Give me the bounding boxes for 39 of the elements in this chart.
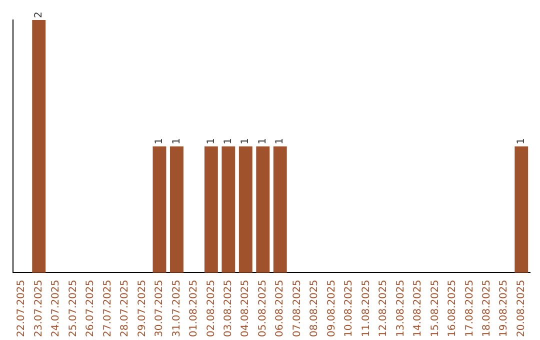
x-tick-label: 09.08.2025 xyxy=(326,280,338,338)
data-label: 1 xyxy=(240,138,252,144)
x-tick-label: 18.08.2025 xyxy=(482,280,493,338)
x-tick-label: 20.08.2025 xyxy=(516,280,527,338)
x-tick-label: 26.07.2025 xyxy=(85,280,96,338)
x-tick-label: 03.08.2025 xyxy=(223,280,234,338)
data-label: 1 xyxy=(257,138,268,144)
x-tick-label: 05.08.2025 xyxy=(257,280,268,338)
x-tick-label: 23.07.2025 xyxy=(33,280,44,338)
x-tick-label: 07.08.2025 xyxy=(292,280,303,338)
x-tick-label: 01.08.2025 xyxy=(188,280,200,338)
data-label: 1 xyxy=(171,138,182,144)
x-tick-label: 30.07.2025 xyxy=(154,280,166,338)
x-tick-label: 06.08.2025 xyxy=(274,280,286,338)
data-label: 1 xyxy=(154,138,166,144)
x-tick-label: 11.08.2025 xyxy=(360,280,372,338)
data-label: 1 xyxy=(274,138,286,144)
x-tick-label: 29.07.2025 xyxy=(136,280,148,338)
data-label: 2 xyxy=(33,12,44,18)
x-tick-label: 17.08.2025 xyxy=(464,280,476,338)
data-label: 1 xyxy=(516,138,527,144)
x-tick-label: 28.07.2025 xyxy=(120,280,131,338)
x-tick-label: 08.08.2025 xyxy=(309,280,320,338)
x-tick-label: 04.08.2025 xyxy=(240,280,252,338)
x-tick-label: 02.08.2025 xyxy=(206,280,217,338)
x-tick-label: 10.08.2025 xyxy=(344,280,355,338)
x-tick-label: 12.08.2025 xyxy=(378,280,390,338)
x-tick-label: 14.08.2025 xyxy=(412,280,424,338)
x-tick-label: 19.08.2025 xyxy=(498,280,510,338)
data-label: 1 xyxy=(223,138,234,144)
data-label: 1 xyxy=(206,138,217,144)
x-tick-label: 31.07.2025 xyxy=(171,280,182,338)
x-tick-label: 13.08.2025 xyxy=(395,280,406,338)
x-tick-label: 22.07.2025 xyxy=(16,280,28,338)
x-tick-label: 27.07.2025 xyxy=(102,280,114,338)
x-tick-label: 16.08.2025 xyxy=(447,280,458,338)
x-tick-label: 15.08.2025 xyxy=(430,280,441,338)
x-tick-label: 25.07.2025 xyxy=(68,280,79,338)
x-tick-label: 24.07.2025 xyxy=(50,280,62,338)
